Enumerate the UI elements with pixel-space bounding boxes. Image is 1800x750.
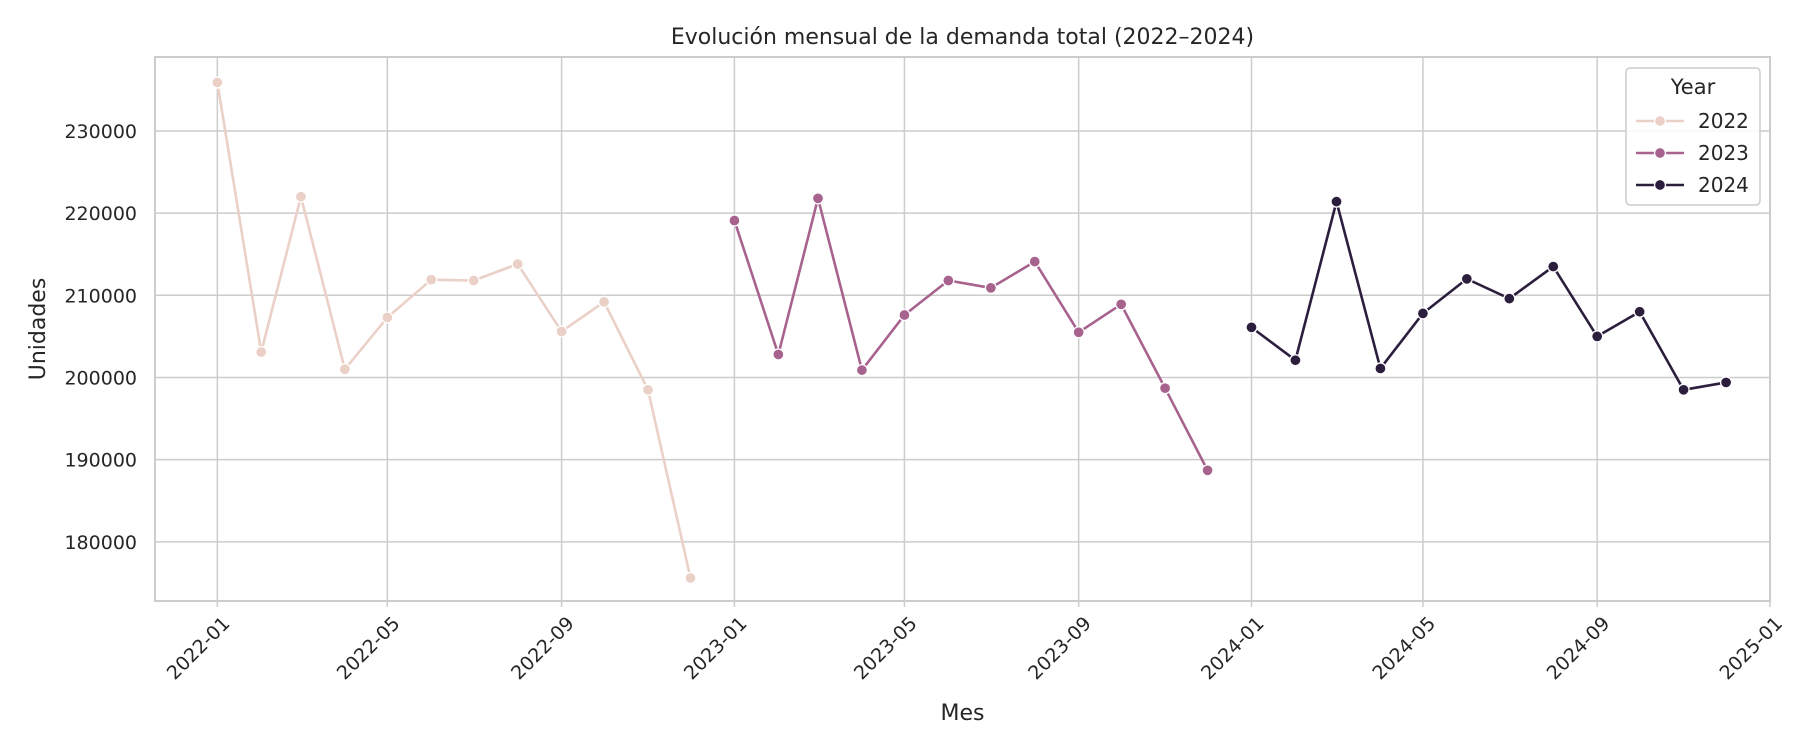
data-point xyxy=(211,76,224,89)
y-axis: 180000 190000 200000 210000 220000 230000 xyxy=(64,121,137,554)
series-line xyxy=(216,82,692,579)
x-tick-label: 2023-01 xyxy=(680,613,752,685)
data-point xyxy=(1591,330,1604,343)
series-line xyxy=(733,197,1209,471)
x-tick-label: 2024-05 xyxy=(1368,613,1440,685)
series-line xyxy=(1250,200,1727,392)
data-point xyxy=(597,295,611,309)
legend-box xyxy=(1625,67,1761,206)
x-tick-label: 2024-01 xyxy=(1197,613,1269,685)
data-point xyxy=(255,345,268,359)
y-tick-label: 180000 xyxy=(64,532,137,554)
data-point xyxy=(1028,255,1041,268)
data-point xyxy=(511,257,524,271)
legend-label: 2022 xyxy=(1698,109,1749,133)
y-tick-label: 190000 xyxy=(64,450,137,472)
legend-marker xyxy=(1653,178,1667,192)
data-point xyxy=(942,274,955,287)
x-axis: 2022-01 2022-05 2022-09 2023-01 2023-05 2023-… xyxy=(163,601,1787,684)
series-layer xyxy=(211,76,1733,585)
x-tick-label: 2024-09 xyxy=(1543,613,1615,685)
data-point xyxy=(1201,464,1214,477)
legend-item-2024: 2024 xyxy=(1636,173,1749,197)
data-point xyxy=(1633,305,1646,318)
data-point xyxy=(294,190,308,203)
data-point xyxy=(641,383,655,396)
data-point xyxy=(1115,298,1128,311)
grid xyxy=(155,57,1771,601)
y-tick-label: 230000 xyxy=(64,121,137,143)
data-point xyxy=(425,273,438,286)
x-tick-label: 2022-01 xyxy=(163,613,235,685)
legend: Year 2022 2023 2024 xyxy=(1625,67,1761,206)
data-point xyxy=(1547,260,1560,273)
series-2023 xyxy=(728,192,1214,477)
series-2024 xyxy=(1245,195,1733,396)
y-tick-label: 220000 xyxy=(64,203,137,225)
legend-label: 2023 xyxy=(1698,141,1749,165)
data-point xyxy=(1503,292,1516,305)
legend-label: 2024 xyxy=(1698,173,1749,197)
data-point xyxy=(898,308,911,322)
data-point xyxy=(855,363,869,377)
plot-frame xyxy=(154,56,1771,602)
legend-title: Year xyxy=(1670,75,1716,99)
data-point xyxy=(811,192,825,205)
series-2022 xyxy=(211,76,697,585)
data-point xyxy=(1460,272,1473,286)
y-tick-label: 210000 xyxy=(64,285,137,307)
x-tick-label: 2023-09 xyxy=(1024,613,1096,685)
y-tick-label: 200000 xyxy=(64,367,137,389)
data-point xyxy=(555,325,568,338)
data-point xyxy=(338,363,351,376)
legend-marker xyxy=(1653,114,1667,128)
data-point xyxy=(1330,195,1343,208)
data-point xyxy=(1245,321,1258,334)
x-tick-label: 2023-05 xyxy=(850,613,922,685)
data-point xyxy=(684,571,697,585)
data-point xyxy=(772,348,785,361)
legend-item-2022: 2022 xyxy=(1636,109,1749,133)
legend-item-2023: 2023 xyxy=(1636,141,1749,165)
x-tick-label: 2022-05 xyxy=(333,613,405,685)
data-point xyxy=(1072,326,1085,339)
y-axis-title: Unidades xyxy=(26,278,51,381)
data-point xyxy=(1158,382,1172,395)
data-point xyxy=(1677,383,1690,396)
x-tick-label: 2025-01 xyxy=(1715,613,1787,685)
data-point xyxy=(1416,307,1430,320)
x-tick-label: 2022-09 xyxy=(507,613,579,685)
data-point xyxy=(1374,362,1387,375)
chart-title: Evolución mensual de la demanda total (2… xyxy=(671,25,1254,50)
data-point xyxy=(381,311,394,324)
legend-items: 2022 2023 2024 xyxy=(1636,109,1749,197)
data-point xyxy=(467,274,480,287)
x-axis-title: Mes xyxy=(941,701,985,726)
data-point xyxy=(1719,376,1733,389)
data-point xyxy=(984,281,997,295)
legend-marker xyxy=(1653,146,1667,160)
data-point xyxy=(728,214,741,227)
data-point xyxy=(1289,354,1302,367)
